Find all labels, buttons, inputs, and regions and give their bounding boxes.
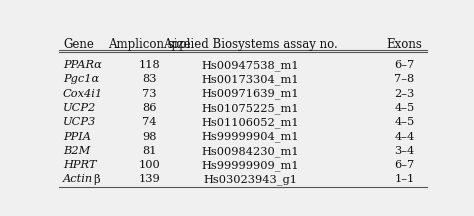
Text: Cox4i1: Cox4i1 [63,89,103,99]
Text: 4–5: 4–5 [394,117,415,127]
Text: 2–3: 2–3 [394,89,415,99]
Text: 86: 86 [142,103,156,113]
Text: 83: 83 [142,74,156,84]
Text: 118: 118 [138,60,160,70]
Text: Hs00173304_m1: Hs00173304_m1 [201,74,299,85]
Text: Exons: Exons [387,38,422,51]
Text: 81: 81 [142,146,156,156]
Text: Hs00984230_m1: Hs00984230_m1 [201,146,299,157]
Text: 100: 100 [138,160,160,170]
Text: 74: 74 [142,117,156,127]
Text: Gene: Gene [63,38,94,51]
Text: PPIA: PPIA [63,132,91,141]
Text: Hs99999904_m1: Hs99999904_m1 [201,132,299,142]
Text: Applied Biosystems assay no.: Applied Biosystems assay no. [163,38,337,51]
Text: UCP2: UCP2 [63,103,96,113]
Text: 4–4: 4–4 [394,132,415,141]
Text: 6–7: 6–7 [394,160,415,170]
Text: Hs01106052_m1: Hs01106052_m1 [201,117,299,128]
Text: UCP3: UCP3 [63,117,96,127]
Text: Amplicon size: Amplicon size [108,38,191,51]
Text: Pgc1α: Pgc1α [63,74,99,84]
Text: Hs01075225_m1: Hs01075225_m1 [201,103,299,114]
Text: 1–1: 1–1 [394,175,415,184]
Text: 4–5: 4–5 [394,103,415,113]
Text: 98: 98 [142,132,156,141]
Text: 7–8: 7–8 [394,74,415,84]
Text: HPRT: HPRT [63,160,96,170]
Text: 6–7: 6–7 [394,60,415,70]
Text: PPARα: PPARα [63,60,102,70]
Text: Hs03023943_g1: Hs03023943_g1 [203,175,297,185]
Text: Hs00947538_m1: Hs00947538_m1 [201,60,299,71]
Text: Hs99999909_m1: Hs99999909_m1 [201,160,299,171]
Text: Actin: Actin [63,175,93,184]
Text: Hs00971639_m1: Hs00971639_m1 [201,89,299,99]
Text: 3–4: 3–4 [394,146,415,156]
Text: B2M: B2M [63,146,90,156]
Text: β: β [93,175,100,186]
Text: 73: 73 [142,89,156,99]
Text: 139: 139 [138,175,160,184]
